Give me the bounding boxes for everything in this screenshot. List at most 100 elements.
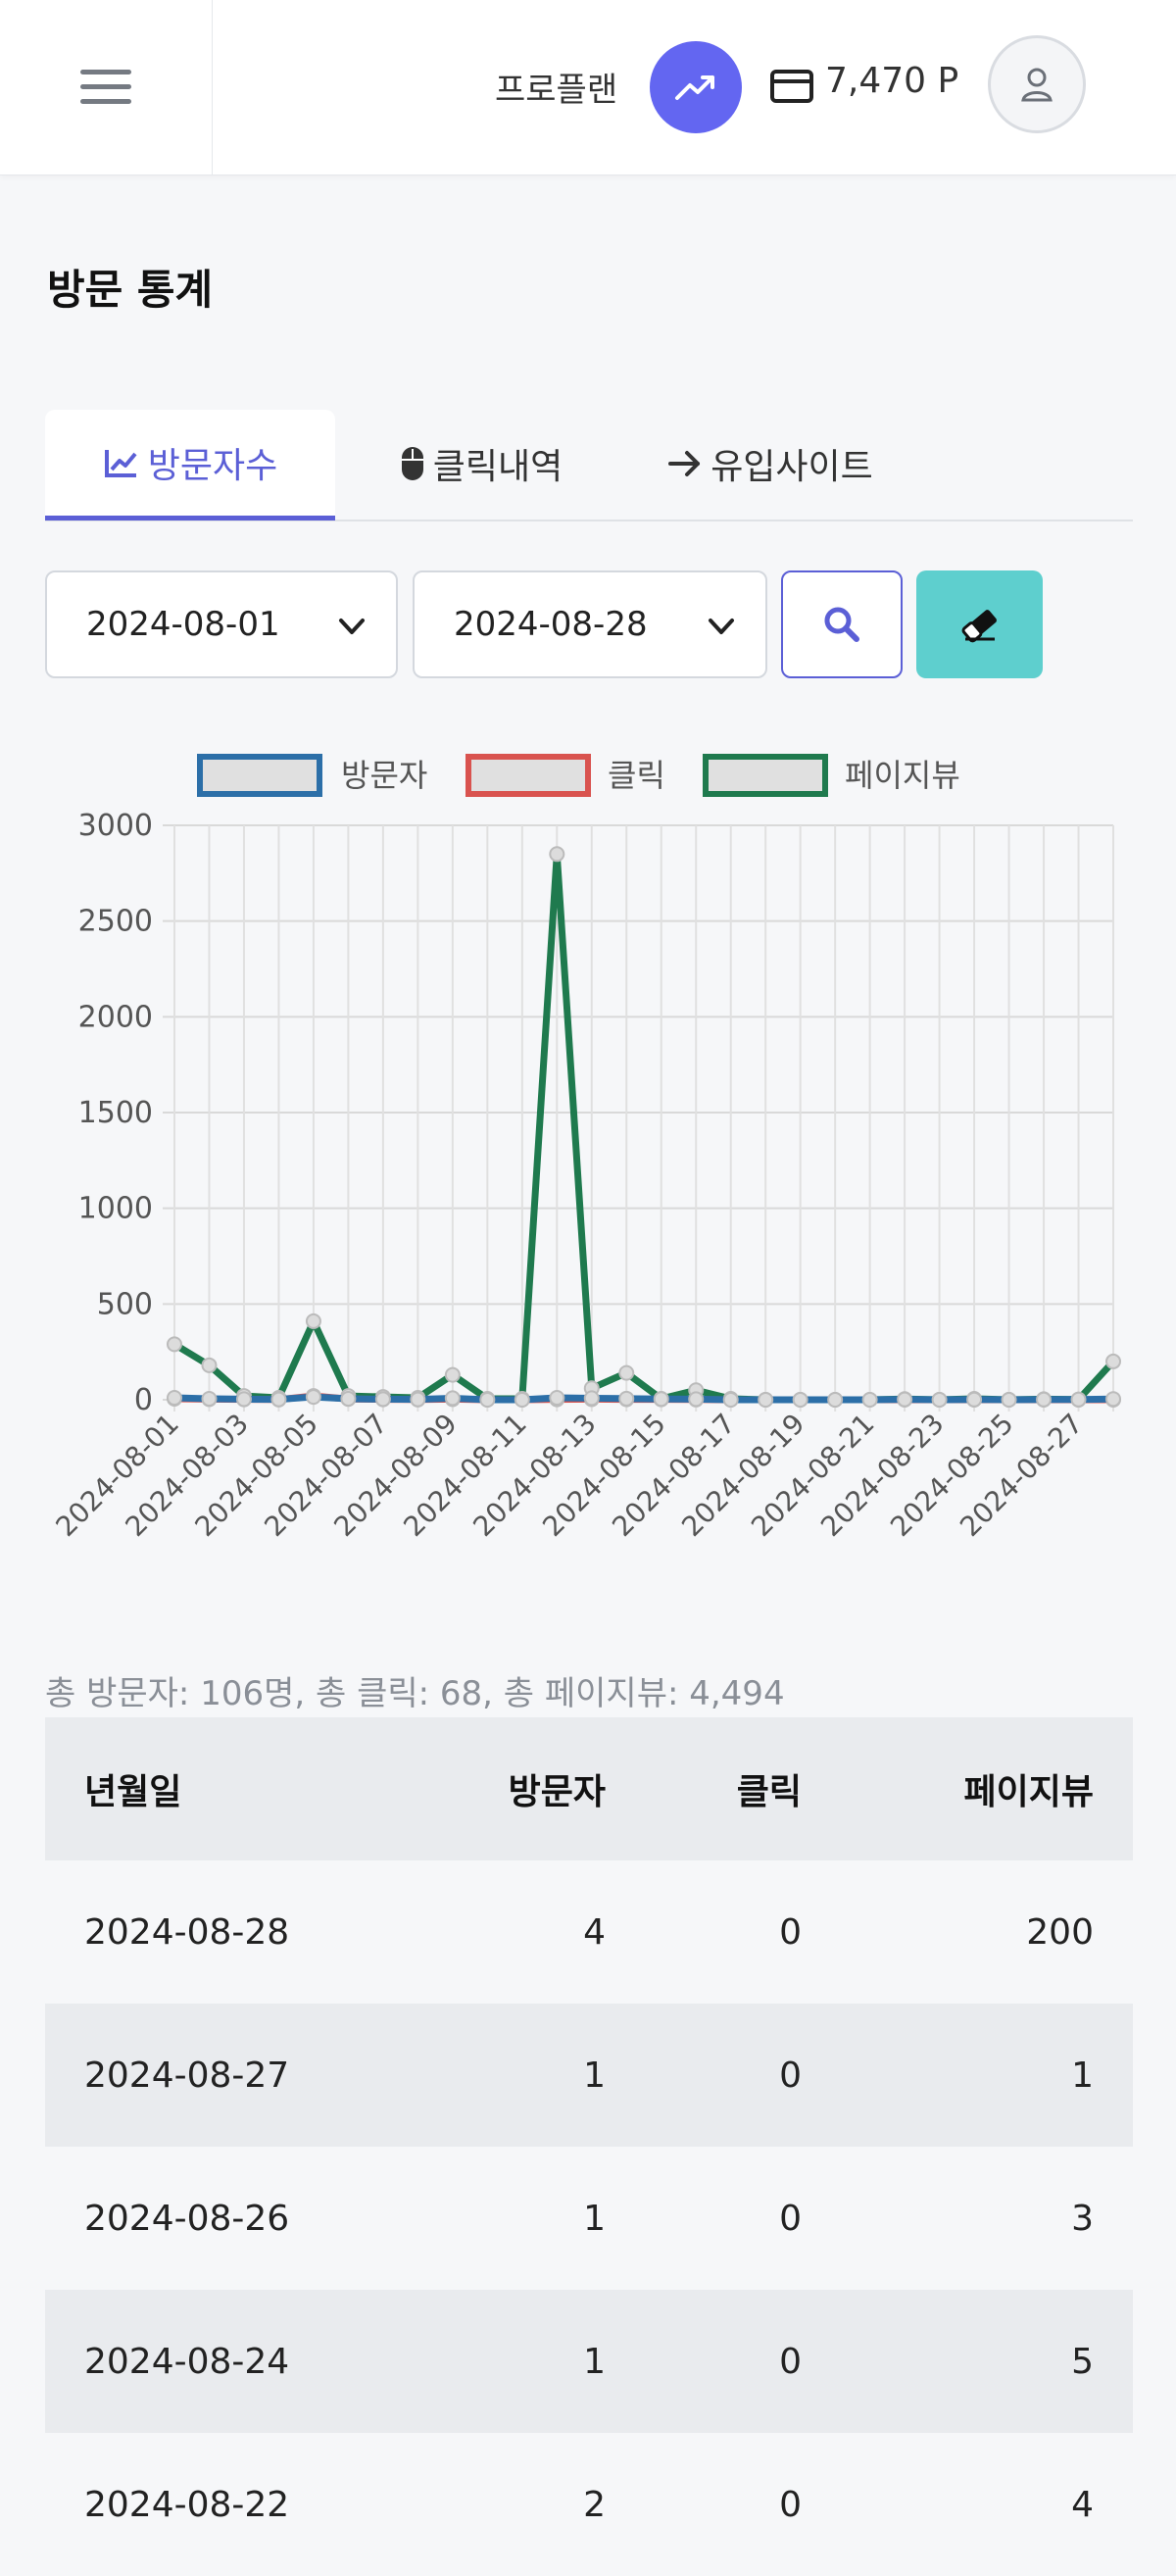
row-date: 2024-08-22 — [84, 2484, 290, 2525]
line-chart: 3000250020001500100050002024-08-012024-0… — [50, 754, 1121, 1543]
data-point — [1001, 1392, 1017, 1408]
tab-label: 유입사이트 — [710, 447, 873, 487]
data-point — [444, 1366, 461, 1383]
y-tick-label: 500 — [97, 1287, 153, 1321]
legend-label: 방문자 — [341, 757, 427, 794]
series-line — [173, 1393, 1114, 1404]
header-date: 년월일 — [84, 1772, 182, 1812]
hamburger-icon — [80, 68, 131, 107]
row-pageviews: 5 — [1071, 2341, 1094, 2382]
data-point — [235, 1391, 252, 1408]
data-point — [549, 1390, 565, 1407]
page-title: 방문 통계 — [47, 266, 214, 314]
row-visitors: 4 — [583, 1911, 606, 1953]
start-date-select[interactable]: 2024-08-01 — [45, 570, 398, 678]
data-point — [618, 1364, 635, 1381]
table-row: 2024-08-27 1 0 1 — [45, 2004, 1133, 2147]
row-pageviews: 3 — [1071, 2198, 1094, 2239]
row-date: 2024-08-26 — [84, 2198, 290, 2239]
y-tick-label: 1000 — [78, 1192, 153, 1226]
table-row: 2024-08-28 4 0 200 — [45, 1860, 1133, 2004]
tab-label: 방문자수 — [147, 446, 278, 486]
y-tick-label: 2000 — [78, 1000, 153, 1034]
row-pageviews: 1 — [1071, 2055, 1094, 2096]
row-clicks: 0 — [779, 2198, 802, 2239]
end-date-value: 2024-08-28 — [454, 605, 648, 644]
table-row: 2024-08-26 1 0 3 — [45, 2147, 1133, 2290]
data-point — [340, 1391, 357, 1408]
row-pageviews: 200 — [1026, 1911, 1094, 1953]
legend-swatch — [703, 754, 828, 797]
data-point — [201, 1357, 218, 1373]
row-visitors: 1 — [583, 2055, 606, 2096]
data-point — [722, 1392, 739, 1408]
eraser-icon — [961, 610, 997, 643]
user-avatar[interactable] — [988, 35, 1086, 133]
tab-label: 클릭내역 — [432, 447, 564, 487]
data-point — [861, 1392, 878, 1408]
totals-summary: 총 방문자: 106명, 총 클릭: 68, 총 페이지뷰: 4,494 — [45, 1674, 785, 1713]
card-icon — [769, 69, 814, 108]
data-point — [305, 1389, 321, 1406]
reset-button[interactable] — [916, 570, 1043, 678]
tab-visitors[interactable]: 방문자수 — [45, 410, 335, 520]
data-point — [1070, 1391, 1087, 1408]
arrow-right-icon — [668, 451, 701, 476]
y-tick-label: 1500 — [78, 1096, 153, 1130]
visits-chart: 3000 2500 2000 1500 1000 500 0 2024-08-01 2024-0… — [0, 725, 1176, 1627]
legend-label: 클릭 — [608, 757, 665, 794]
data-point — [827, 1392, 844, 1408]
data-point — [688, 1391, 705, 1408]
row-clicks: 0 — [779, 2484, 802, 2525]
points-balance[interactable]: 7,470 P — [825, 61, 959, 101]
data-point — [1105, 1353, 1121, 1369]
row-pageviews: 4 — [1071, 2484, 1094, 2525]
y-tick-label: 2500 — [78, 905, 153, 939]
row-visitors: 2 — [583, 2484, 606, 2525]
data-point — [374, 1391, 391, 1408]
data-point — [931, 1392, 948, 1408]
data-point — [1036, 1391, 1053, 1408]
row-visitors: 1 — [583, 2198, 606, 2239]
chevron-down-icon — [709, 619, 734, 634]
plan-label[interactable]: 프로플랜 — [495, 71, 618, 110]
legend-swatch — [466, 754, 591, 797]
row-date: 2024-08-28 — [84, 1911, 290, 1953]
row-visitors: 1 — [583, 2341, 606, 2382]
tab-clicks[interactable]: 클릭내역 — [368, 410, 594, 518]
row-clicks: 0 — [779, 1911, 802, 1953]
data-point — [583, 1390, 600, 1407]
data-point — [897, 1391, 913, 1408]
data-point — [201, 1391, 218, 1408]
data-point — [410, 1391, 426, 1408]
trending-up-icon[interactable] — [650, 41, 742, 133]
data-point — [966, 1391, 983, 1408]
data-point — [479, 1392, 496, 1408]
top-header: 프로플랜 7,470 P — [0, 0, 1176, 175]
y-tick-label: 0 — [134, 1383, 153, 1417]
chevron-down-icon — [339, 619, 365, 634]
header-clicks: 클릭 — [736, 1772, 802, 1812]
data-point — [514, 1392, 530, 1408]
end-date-select[interactable]: 2024-08-28 — [413, 570, 767, 678]
data-point — [792, 1392, 808, 1408]
row-date: 2024-08-24 — [84, 2341, 290, 2382]
header-pageviews: 페이지뷰 — [963, 1772, 1094, 1812]
legend-swatch — [197, 754, 322, 797]
data-point — [549, 846, 565, 863]
menu-button[interactable] — [0, 0, 213, 174]
tab-referrers[interactable]: 유입사이트 — [643, 410, 898, 518]
data-point — [1105, 1391, 1121, 1408]
y-tick-label: 3000 — [78, 809, 153, 843]
table-header-row: 년월일 방문자 클릭 페이지뷰 — [45, 1717, 1133, 1860]
data-point — [653, 1391, 669, 1408]
row-clicks: 0 — [779, 2055, 802, 2096]
chart-line-icon — [104, 450, 137, 477]
data-point — [758, 1392, 774, 1408]
user-icon — [1021, 68, 1053, 102]
data-point — [305, 1313, 321, 1329]
start-date-value: 2024-08-01 — [86, 605, 280, 644]
mouse-icon — [401, 447, 423, 480]
search-button[interactable] — [781, 570, 903, 678]
legend-label: 페이지뷰 — [845, 757, 960, 794]
